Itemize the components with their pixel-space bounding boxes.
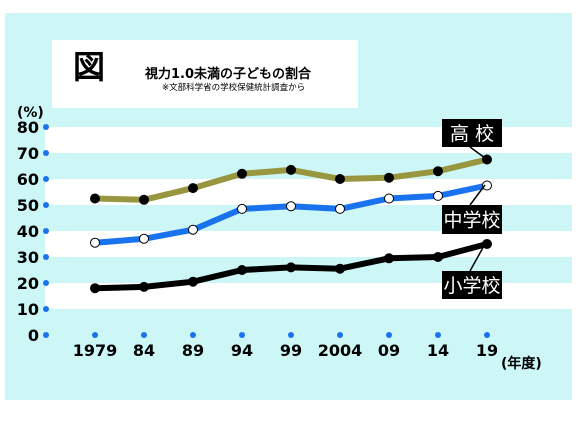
x-tick-label: 2004 (318, 341, 363, 360)
x-tick-label: 1979 (73, 341, 118, 360)
y-tick-label: 60 (17, 170, 39, 189)
y-axis-dot (43, 228, 49, 234)
series-label-box (442, 205, 502, 234)
y-tick-label: 20 (17, 274, 39, 293)
y-axis-dot (43, 124, 49, 130)
data-point (335, 174, 345, 184)
x-axis-unit: (年度) (501, 355, 542, 372)
x-tick-label: 19 (476, 341, 498, 360)
y-axis-dot (43, 332, 49, 338)
x-axis-dot (141, 332, 147, 338)
data-point (139, 194, 149, 205)
data-point (90, 237, 100, 248)
series-label: 高 校 (450, 123, 494, 145)
label-leader-line (469, 184, 486, 206)
x-tick-label: 14 (427, 341, 449, 360)
y-tick-label: 30 (17, 248, 39, 267)
data-point (482, 180, 492, 191)
data-point (237, 203, 247, 214)
x-tick-label: 99 (280, 341, 302, 360)
data-point (384, 253, 394, 264)
data-point (335, 263, 345, 274)
data-point (433, 166, 443, 177)
y-axis-dot (43, 280, 49, 286)
y-axis-ticks: 0 10 20 30 40 50 60 70 80 (17, 118, 39, 345)
data-point (90, 193, 100, 204)
y-tick-label: 40 (17, 222, 39, 241)
axis-dots (43, 124, 490, 338)
data-point (188, 276, 198, 287)
series-lines (90, 154, 492, 294)
data-point (286, 201, 296, 212)
x-axis-dot (92, 332, 98, 338)
data-point (90, 283, 100, 294)
y-axis-unit: (%) (17, 105, 44, 121)
chart-subtitle: ※文部科学省の学校保健統計調査から (162, 83, 306, 93)
x-tick-label: 84 (133, 341, 155, 360)
y-tick-label: 50 (17, 196, 39, 215)
x-axis-dot (386, 332, 392, 338)
title-box (52, 40, 358, 108)
data-point (237, 168, 247, 179)
x-axis-dot (190, 332, 196, 338)
series-label-box (442, 119, 502, 147)
y-axis-dot (43, 202, 49, 208)
data-point (139, 233, 149, 244)
x-axis-dot (239, 332, 245, 338)
x-axis-ticks: 1979 84 89 94 99 2004 09 14 19 (73, 341, 498, 360)
data-point (188, 183, 198, 194)
x-tick-label: 89 (182, 341, 204, 360)
x-axis-dot (337, 332, 343, 338)
chart-title: 視力1.0未満の子どもの割合 (145, 67, 312, 82)
x-tick-label: 94 (231, 341, 253, 360)
y-tick-label: 70 (17, 144, 39, 163)
y-axis-dot (43, 254, 49, 260)
y-tick-label: 80 (17, 118, 39, 137)
data-point (384, 172, 394, 183)
data-point (188, 224, 198, 235)
x-axis-dot (288, 332, 294, 338)
y-tick-label: 10 (17, 300, 39, 319)
data-point (335, 203, 345, 214)
figure-label: 図 (73, 48, 106, 86)
data-point (433, 190, 443, 201)
x-axis-dot (435, 332, 441, 338)
data-point (139, 281, 149, 292)
label-leader-line (469, 146, 486, 159)
series-label: 小学校 (443, 275, 500, 297)
y-axis-dot (43, 176, 49, 182)
series-label: 中学校 (443, 210, 500, 232)
x-tick-label: 09 (378, 341, 400, 360)
y-axis-dot (43, 150, 49, 156)
data-point (384, 193, 394, 204)
grid-band (45, 231, 572, 257)
data-point (237, 265, 247, 275)
data-point (482, 239, 492, 249)
x-axis-dot (484, 332, 490, 338)
data-point (286, 262, 296, 273)
y-axis-dot (43, 306, 49, 312)
y-tick-label: 0 (28, 326, 39, 345)
data-point (286, 164, 296, 175)
label-leader-line (469, 243, 486, 272)
series-label-box (442, 271, 502, 299)
data-point (433, 252, 443, 262)
